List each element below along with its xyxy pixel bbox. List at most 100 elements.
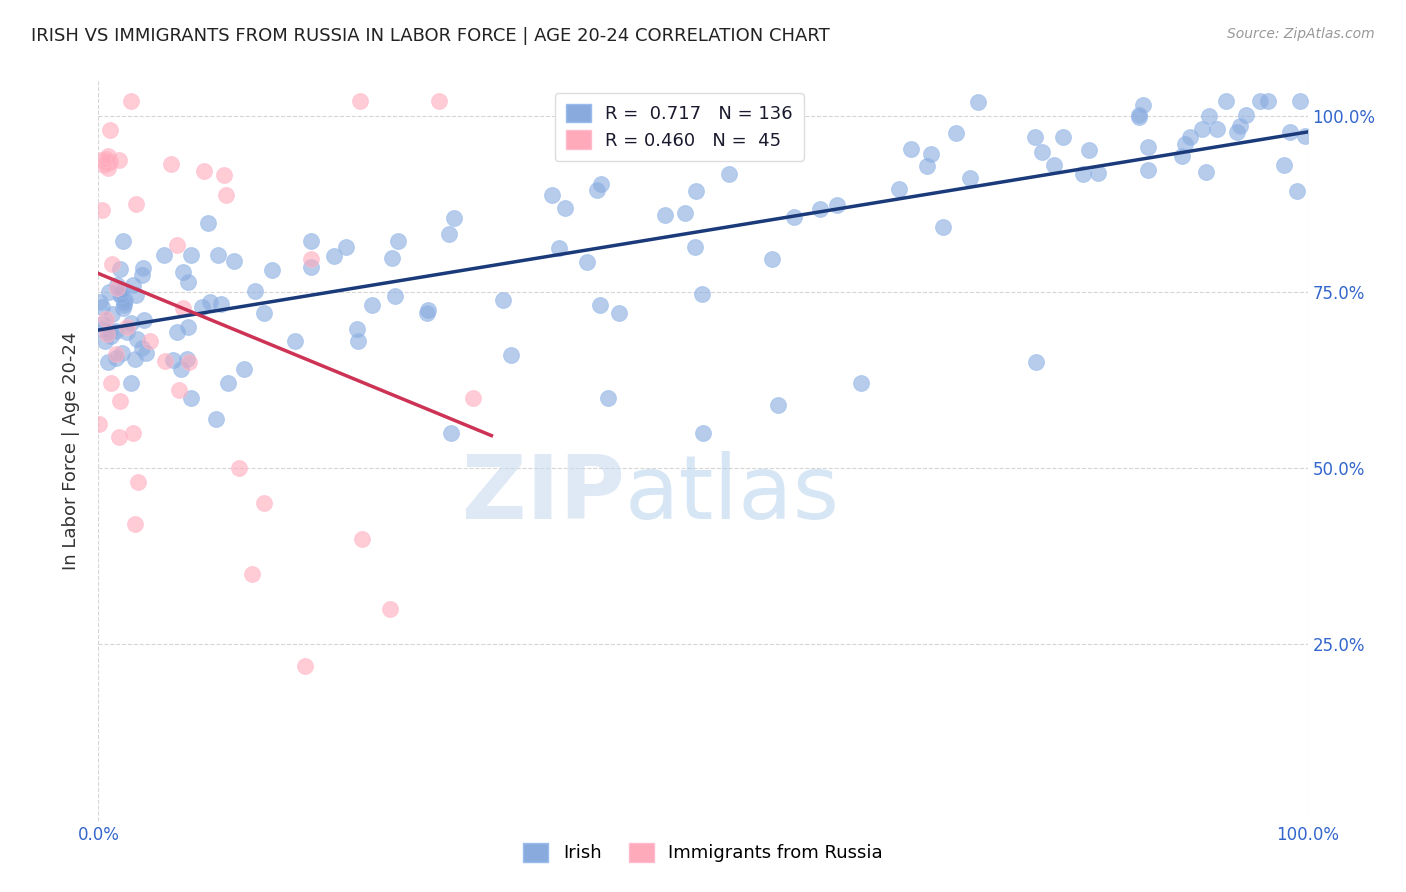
Point [98, 324, 121, 338]
Point [166, 325, 188, 339]
Text: ZIP: ZIP [461, 451, 624, 539]
Point [1279, 125, 1302, 139]
Point [589, 298, 612, 312]
Point [197, 216, 219, 230]
Point [437, 227, 460, 241]
Point [108, 430, 131, 444]
Point [105, 324, 128, 338]
Point [443, 211, 465, 225]
Point [108, 394, 131, 409]
Point [205, 411, 228, 425]
Point [115, 320, 138, 334]
Point [162, 353, 184, 368]
Point [322, 249, 344, 263]
Point [761, 252, 783, 266]
Point [101, 257, 124, 271]
Point [461, 391, 484, 405]
Point [91, 202, 114, 217]
Point [117, 325, 139, 339]
Point [98, 154, 121, 169]
Text: atlas: atlas [624, 451, 839, 539]
Point [783, 210, 806, 224]
Point [172, 265, 194, 279]
Point [1215, 95, 1237, 109]
Y-axis label: In Labor Force | Age 20-24: In Labor Force | Age 20-24 [62, 331, 80, 570]
Point [252, 306, 274, 320]
Point [932, 220, 955, 235]
Point [110, 288, 132, 302]
Point [191, 300, 214, 314]
Point [1128, 110, 1150, 124]
Point [100, 376, 122, 391]
Point [585, 183, 607, 197]
Point [209, 296, 232, 310]
Point [224, 254, 246, 268]
Point [346, 334, 368, 348]
Point [122, 278, 145, 293]
Point [260, 262, 283, 277]
Point [172, 301, 194, 315]
Point [179, 355, 201, 369]
Point [418, 303, 440, 318]
Point [207, 248, 229, 262]
Point [193, 163, 215, 178]
Point [501, 348, 523, 362]
Point [1289, 95, 1312, 109]
Point [114, 293, 136, 308]
Point [176, 320, 198, 334]
Point [1198, 109, 1220, 123]
Point [134, 312, 156, 326]
Point [415, 306, 437, 320]
Point [440, 425, 463, 440]
Point [215, 188, 238, 202]
Point [120, 376, 142, 391]
Point [127, 333, 149, 347]
Point [105, 280, 128, 294]
Point [915, 159, 938, 173]
Point [1257, 95, 1279, 109]
Point [1077, 143, 1099, 157]
Point [94, 153, 117, 167]
Point [170, 362, 193, 376]
Point [692, 425, 714, 440]
Point [673, 205, 696, 219]
Point [131, 341, 153, 355]
Point [766, 398, 789, 412]
Point [1226, 125, 1249, 139]
Point [959, 171, 981, 186]
Point [1249, 95, 1271, 109]
Point [228, 461, 250, 475]
Point [108, 153, 131, 167]
Point [1206, 122, 1229, 136]
Point [361, 298, 384, 312]
Point [105, 351, 128, 366]
Point [112, 298, 135, 312]
Point [232, 362, 254, 376]
Point [114, 294, 136, 309]
Point [177, 276, 200, 290]
Text: Source: ZipAtlas.com: Source: ZipAtlas.com [1227, 27, 1375, 41]
Point [352, 532, 374, 546]
Point [387, 235, 409, 249]
Point [966, 95, 988, 109]
Point [122, 425, 145, 440]
Point [349, 95, 371, 109]
Point [718, 167, 741, 181]
Point [110, 345, 132, 359]
Point [111, 234, 134, 248]
Point [97, 355, 120, 369]
Point [384, 289, 406, 303]
Point [541, 187, 564, 202]
Point [166, 238, 188, 252]
Point [1087, 166, 1109, 180]
Point [1137, 163, 1160, 178]
Point [200, 295, 222, 310]
Point [139, 334, 162, 348]
Point [120, 95, 142, 109]
Point [381, 251, 404, 265]
Point [1136, 139, 1159, 153]
Point [1073, 167, 1095, 181]
Point [94, 334, 117, 348]
Point [127, 475, 149, 490]
Point [104, 347, 127, 361]
